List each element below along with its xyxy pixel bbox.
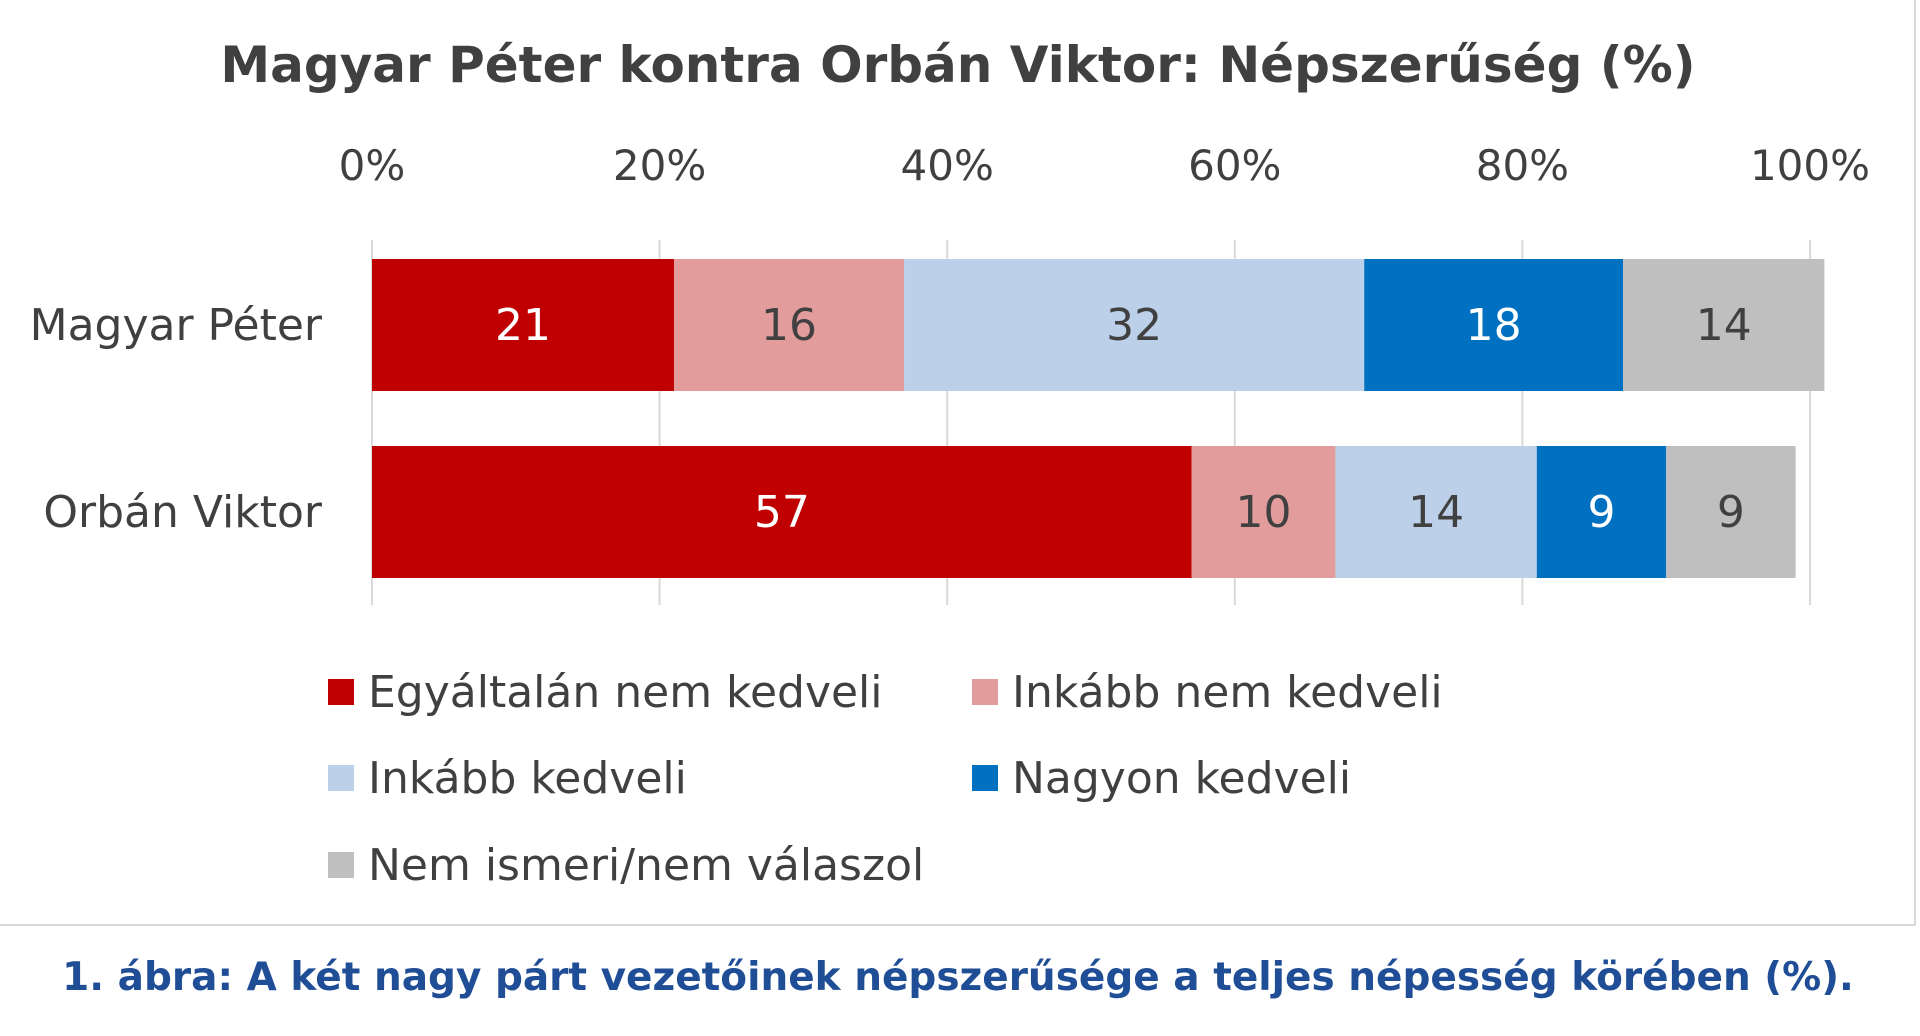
- legend-swatch: [328, 852, 354, 878]
- x-tick-label: 0%: [339, 141, 406, 190]
- legend-swatch: [972, 679, 998, 705]
- bar-segment: [1335, 446, 1537, 578]
- bar-segment: [1623, 259, 1825, 391]
- chart-svg: Magyar Péter kontra Orbán Viktor: Népsze…: [30, 36, 1870, 891]
- figure-caption: 1. ábra: A két nagy párt vezetőinek néps…: [62, 955, 1854, 1000]
- data-label: 18: [1466, 300, 1522, 351]
- data-label: 9: [1587, 487, 1615, 538]
- legend-label: Nagyon kedveli: [1012, 753, 1351, 804]
- data-label: 21: [495, 300, 551, 351]
- legend-swatch: [972, 765, 998, 791]
- legend-swatch: [328, 765, 354, 791]
- data-label: 57: [754, 487, 810, 538]
- bar-segment: [904, 259, 1365, 391]
- bar-segment: [372, 446, 1192, 578]
- bar-segment: [1364, 259, 1624, 391]
- x-tick-label: 60%: [1188, 141, 1281, 190]
- category-label: Orbán Viktor: [43, 487, 322, 538]
- x-tick-label: 40%: [901, 141, 994, 190]
- legend: Egyáltalán nem kedveli Inkább nem kedveli…: [328, 667, 1443, 891]
- x-tick-label: 80%: [1476, 141, 1569, 190]
- bar-segment: [673, 259, 905, 391]
- chart-frame: Magyar Péter kontra Orbán Viktor: Népsze…: [0, 0, 1916, 926]
- bar-segment: [1666, 446, 1796, 578]
- bar-segment: [1191, 446, 1336, 578]
- x-tick-label: 100%: [1750, 141, 1870, 190]
- bar-segment: [372, 259, 674, 391]
- data-label: 32: [1106, 300, 1162, 351]
- data-label: 16: [761, 300, 817, 351]
- bar-layer: [372, 259, 1825, 578]
- bar-segment: [1536, 446, 1667, 578]
- data-label: 14: [1408, 487, 1464, 538]
- legend-swatch: [328, 679, 354, 705]
- legend-label: Inkább kedveli: [368, 753, 687, 804]
- chart-title: Magyar Péter kontra Orbán Viktor: Népsze…: [220, 36, 1695, 94]
- legend-label: Egyáltalán nem kedveli: [368, 667, 883, 718]
- x-tick-label: 20%: [613, 141, 706, 190]
- legend-label: Inkább nem kedveli: [1012, 667, 1443, 718]
- legend-label: Nem ismeri/nem válaszol: [368, 840, 924, 891]
- category-label: Magyar Péter: [30, 300, 323, 351]
- text-layer: Magyar Péter kontra Orbán Viktor: Népsze…: [30, 36, 1870, 538]
- data-label: 10: [1236, 487, 1292, 538]
- data-label: 9: [1717, 487, 1745, 538]
- data-label: 14: [1696, 300, 1752, 351]
